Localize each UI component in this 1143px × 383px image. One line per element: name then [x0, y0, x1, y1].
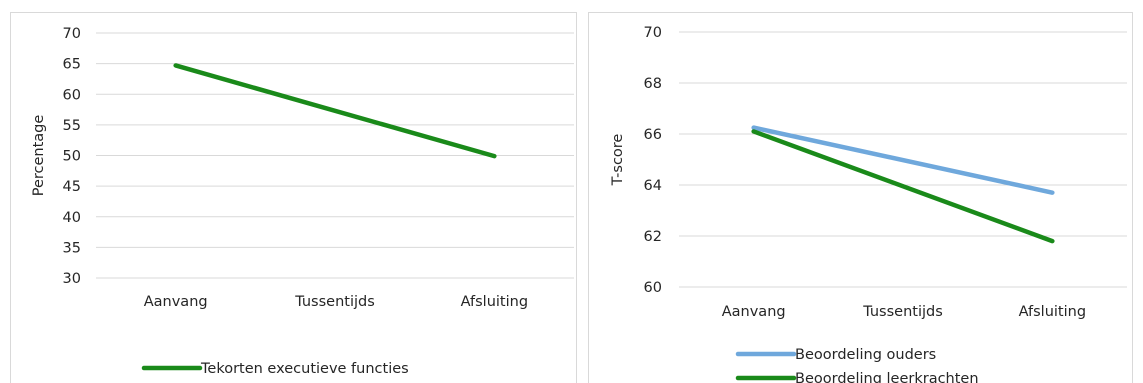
- chart-panel-tscore: 60 62 64 66 68 70 Aanvang Tussentijds Afsluiting…: [588, 12, 1133, 383]
- series-line-beoordeling-ouders: [751, 125, 1055, 195]
- legend-label-tekorten-executieve-functies: Tekorten executieve functies: [200, 361, 409, 377]
- y-tick-label-64: 64: [644, 178, 662, 194]
- x-tick-label-afsluiting: Afsluiting: [461, 294, 528, 310]
- y-tick-label-70: 70: [644, 25, 662, 41]
- y-tick-label-60: 60: [63, 87, 81, 103]
- y-axis-title: T-score: [610, 134, 626, 187]
- tscore-chart: 60 62 64 66 68 70 Aanvang Tussentijds Afsluiting…: [610, 25, 1127, 383]
- x-tick-label-tussentijds: Tussentijds: [862, 304, 943, 320]
- y-tick-label-70: 70: [63, 26, 81, 42]
- legend-label-beoordeling-leerkrachten: Beoordeling leerkrachten: [795, 371, 979, 383]
- x-tick-label-aanvang: Aanvang: [144, 294, 208, 310]
- y-tick-label-55: 55: [63, 118, 81, 134]
- x-tick-label-tussentijds: Tussentijds: [294, 294, 375, 310]
- x-tick-label-afsluiting: Afsluiting: [1019, 304, 1086, 320]
- y-tick-label-30: 30: [63, 271, 81, 287]
- x-tick-label-aanvang: Aanvang: [722, 304, 786, 320]
- percentage-chart: 30 35 40 45 50 55 60 65 70 Aanvang Tussentijds Afsl…: [31, 26, 574, 377]
- y-axis-title: Percentage: [31, 115, 47, 197]
- y-tick-label-45: 45: [63, 179, 81, 195]
- y-tick-label-68: 68: [644, 76, 662, 92]
- y-tick-label-50: 50: [63, 149, 81, 165]
- y-tick-label-65: 65: [63, 57, 81, 73]
- y-tick-label-62: 62: [644, 229, 662, 245]
- legend-label-beoordeling-ouders: Beoordeling ouders: [795, 347, 936, 363]
- y-tick-label-40: 40: [63, 210, 81, 226]
- series-line-tekorten-executieve-functies: [173, 63, 497, 159]
- chart-panel-percentage: 30 35 40 45 50 55 60 65 70 Aanvang Tussentijds Afsl…: [10, 12, 577, 383]
- y-tick-label-66: 66: [644, 127, 662, 143]
- y-tick-label-60: 60: [644, 280, 662, 296]
- series-line-beoordeling-leerkrachten: [751, 129, 1055, 244]
- y-tick-label-35: 35: [63, 240, 81, 256]
